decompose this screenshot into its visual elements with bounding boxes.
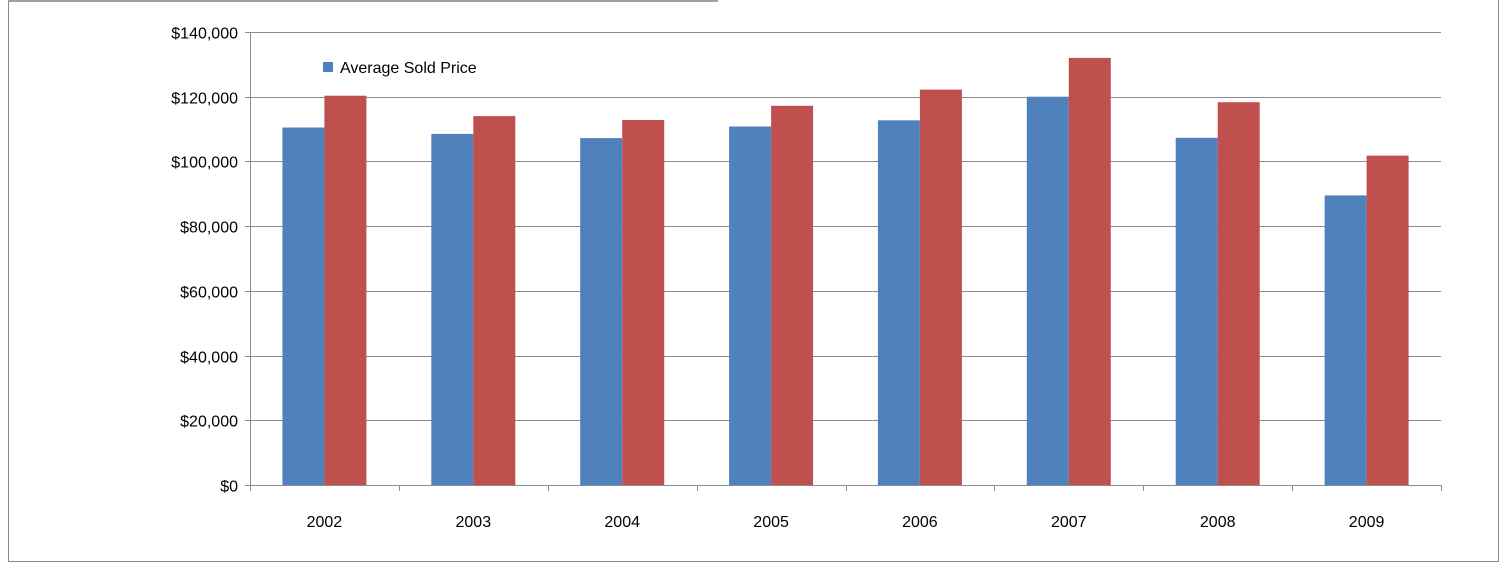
- bar-series-2-2004: [622, 120, 665, 485]
- y-tick-label: $20,000: [180, 414, 238, 431]
- axes: [245, 32, 1442, 491]
- sheet-edge: [8, 0, 718, 2]
- bars: [282, 57, 1409, 486]
- y-tick-label: $140,000: [171, 26, 238, 43]
- legend-label-average-sold-price: Average Sold Price: [340, 60, 477, 77]
- bar-series-2-2006: [919, 89, 962, 485]
- bar-series-1-2003: [431, 133, 474, 485]
- y-axis-tick-labels: $0 $20,000 $40,000 $60,000 $80,000 $100,000 $1…: [171, 26, 238, 496]
- y-tick-label: $100,000: [171, 155, 238, 172]
- y-tick-label: $120,000: [171, 91, 238, 108]
- gridlines: [250, 32, 1441, 421]
- y-tick-label: $0: [220, 479, 238, 496]
- y-tick-label: $60,000: [180, 285, 238, 302]
- bar-series-1-2005: [729, 126, 772, 485]
- bar-series-2-2007: [1068, 57, 1111, 486]
- bar-series-2-2003: [473, 116, 516, 485]
- legend: Average Sold Price: [323, 60, 477, 77]
- x-tick-label: 2009: [1349, 514, 1385, 531]
- legend-swatch-average-sold-price: [323, 62, 333, 72]
- x-axis-tick-labels: 2002 2003 2004 2005 2006 2007 2008 2009: [307, 514, 1385, 531]
- x-tick-label: 2003: [456, 514, 492, 531]
- y-tick-label: $40,000: [180, 350, 238, 367]
- bar-series-1-2008: [1175, 137, 1218, 486]
- bar-series-1-2009: [1324, 195, 1367, 485]
- x-tick-label: 2002: [307, 514, 343, 531]
- bar-series-1-2004: [580, 138, 623, 485]
- bar-series-2-2009: [1366, 155, 1409, 485]
- bar-series-1-2006: [877, 120, 920, 486]
- y-tick-label: $80,000: [180, 220, 238, 237]
- x-tick-label: 2004: [604, 514, 640, 531]
- x-tick-label: 2008: [1200, 514, 1236, 531]
- bar-series-2-2008: [1217, 102, 1260, 485]
- x-tick-label: 2007: [1051, 514, 1087, 531]
- bar-series-2-2005: [771, 105, 814, 486]
- bar-series-2-2002: [324, 95, 367, 485]
- x-tick-label: 2005: [753, 514, 789, 531]
- x-tick-label: 2006: [902, 514, 938, 531]
- bar-series-1-2002: [282, 127, 325, 485]
- bar-series-1-2007: [1026, 96, 1069, 485]
